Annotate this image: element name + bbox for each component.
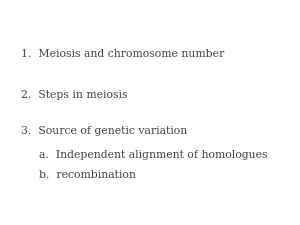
Text: 2.  Steps in meiosis: 2. Steps in meiosis [21,90,128,99]
Text: b.  recombination: b. recombination [39,171,136,180]
Text: 3.  Source of genetic variation: 3. Source of genetic variation [21,126,187,135]
Text: 1.  Meiosis and chromosome number: 1. Meiosis and chromosome number [21,49,224,59]
Text: a.  Independent alignment of homologues: a. Independent alignment of homologues [39,150,268,160]
